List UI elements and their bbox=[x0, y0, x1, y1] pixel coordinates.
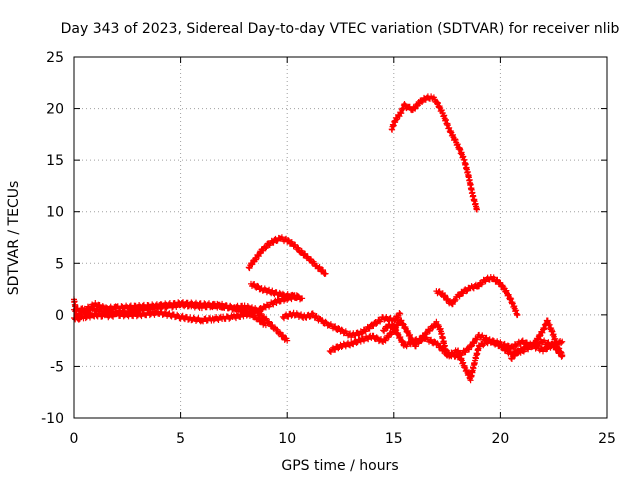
y-tick-label: 25 bbox=[46, 50, 64, 66]
y-tick-labels: -10 -5 0 5 10 15 20 25 bbox=[41, 50, 64, 427]
x-tick-label: 20 bbox=[491, 431, 509, 447]
data-point-marks bbox=[248, 280, 306, 303]
series-arc-3 bbox=[248, 280, 306, 303]
data-point-marks bbox=[380, 321, 566, 361]
x-tick-label: 15 bbox=[385, 431, 403, 447]
x-tick-labels: 0 5 10 15 20 25 bbox=[70, 431, 616, 447]
data-point-marks bbox=[508, 317, 566, 362]
y-tick-label: -5 bbox=[50, 359, 64, 375]
x-tick-label: 10 bbox=[278, 431, 296, 447]
series-arc-9 bbox=[508, 317, 566, 362]
y-tick-label: 5 bbox=[55, 256, 64, 272]
y-tick-label: -10 bbox=[41, 411, 64, 427]
y-tick-label: 20 bbox=[46, 102, 64, 118]
y-axis-title: SDTVAR / TECUs bbox=[6, 181, 22, 296]
y-tick-label: 0 bbox=[55, 308, 64, 324]
series-arc-2 bbox=[245, 234, 329, 277]
y-tick-label: 10 bbox=[46, 205, 64, 221]
x-tick-label: 25 bbox=[598, 431, 616, 447]
y-tick-label: 15 bbox=[46, 153, 64, 169]
data-point-marks bbox=[245, 234, 329, 277]
data-point-marks bbox=[433, 274, 521, 319]
x-tick-label: 0 bbox=[70, 431, 79, 447]
x-tick-label: 5 bbox=[176, 431, 185, 447]
x-axis-title: GPS time / hours bbox=[281, 458, 398, 474]
series-arc-4 bbox=[279, 309, 404, 341]
chart-title: Day 343 of 2023, Sidereal Day-to-day VTE… bbox=[61, 21, 620, 37]
plot-frame bbox=[73, 56, 608, 419]
data-point-marks bbox=[279, 309, 404, 341]
series-arc-6 bbox=[380, 321, 566, 361]
series-arc-7 bbox=[388, 93, 480, 213]
series-arc-8 bbox=[433, 274, 521, 319]
data-point-marks bbox=[388, 93, 480, 213]
